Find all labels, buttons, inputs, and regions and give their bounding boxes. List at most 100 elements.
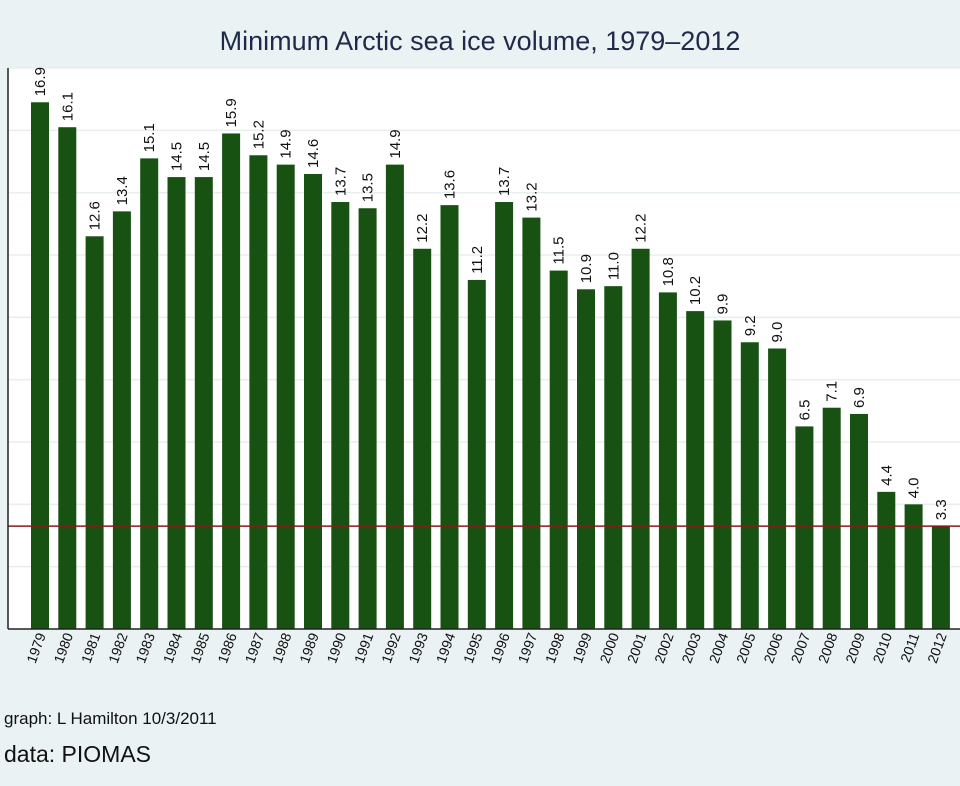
x-tick-label: 2003 xyxy=(678,630,704,665)
bar xyxy=(58,127,77,629)
bar xyxy=(795,426,814,629)
bar-value-label: 6.9 xyxy=(851,387,868,408)
bar-value-label: 11.2 xyxy=(469,246,486,274)
bar xyxy=(549,270,568,629)
bar-value-label: 4.0 xyxy=(906,477,923,498)
bar xyxy=(822,407,841,629)
bar-value-label: 10.8 xyxy=(660,257,677,286)
chart-title: Minimum Arctic sea ice volume, 1979–2012 xyxy=(219,26,741,56)
bar xyxy=(604,286,623,629)
x-tick-label: 2008 xyxy=(815,630,841,665)
x-tick-label: 1985 xyxy=(187,630,213,665)
x-tick-label: 2004 xyxy=(706,630,732,665)
x-tick-label: 1980 xyxy=(50,630,76,665)
bar-value-label: 14.5 xyxy=(169,142,186,171)
x-tick-label: 1981 xyxy=(78,630,104,665)
bar xyxy=(358,208,377,629)
bar xyxy=(249,155,268,629)
bar xyxy=(713,320,732,629)
bar-value-label: 12.2 xyxy=(633,214,650,243)
bar-value-label: 16.1 xyxy=(59,92,76,121)
bar-value-label: 7.1 xyxy=(824,381,841,402)
bar-value-label: 13.2 xyxy=(523,182,540,211)
bar xyxy=(385,164,404,629)
x-tick-label: 2012 xyxy=(924,630,950,665)
graph-credit: graph: L Hamilton 10/3/2011 xyxy=(4,709,217,728)
bar xyxy=(522,217,541,629)
bar-value-label: 13.7 xyxy=(496,167,513,196)
x-tick-label: 1991 xyxy=(351,630,377,665)
bar xyxy=(112,211,131,629)
bar-series xyxy=(31,102,950,630)
bar xyxy=(495,202,514,629)
bar xyxy=(140,158,159,629)
bar xyxy=(440,205,459,629)
x-tick-label: 1992 xyxy=(378,630,404,665)
x-tick-label: 1990 xyxy=(323,630,349,665)
x-tick-label: 1995 xyxy=(460,630,486,665)
x-tick-label: 2010 xyxy=(869,630,895,665)
bar-value-label: 15.1 xyxy=(141,123,158,152)
x-tick-label: 1993 xyxy=(405,630,431,665)
x-tick-label: 1982 xyxy=(105,630,131,665)
bar xyxy=(413,248,432,629)
bar xyxy=(904,504,923,629)
bar-value-label: 14.9 xyxy=(278,129,295,158)
x-tick-label: 1988 xyxy=(269,630,295,665)
bar xyxy=(850,413,868,629)
x-axis-tick-labels: 1979 1980 1981 1982 1983 1984 1985 1986 1987 1988… xyxy=(23,630,950,665)
bar xyxy=(31,102,49,630)
x-tick-label: 2011 xyxy=(897,630,922,664)
x-tick-label: 1984 xyxy=(160,630,186,665)
bar-value-label: 10.9 xyxy=(578,254,595,283)
bar-value-label: 6.5 xyxy=(796,400,813,421)
bar xyxy=(577,289,595,629)
bar-value-label: 12.6 xyxy=(87,201,104,230)
x-tick-label: 2007 xyxy=(788,630,814,665)
bar xyxy=(222,133,241,629)
bar-value-label: 10.2 xyxy=(687,276,704,305)
bar-value-label: 11.0 xyxy=(605,252,622,280)
bar-value-label: 9.0 xyxy=(769,322,786,343)
bar-value-label: 13.4 xyxy=(114,176,131,205)
bar xyxy=(167,177,186,630)
bar xyxy=(194,177,213,630)
bar xyxy=(85,236,104,630)
x-tick-label: 1998 xyxy=(542,630,568,665)
x-tick-label: 1983 xyxy=(132,630,158,665)
x-tick-label: 2006 xyxy=(760,630,786,665)
x-tick-label: 2001 xyxy=(624,630,650,665)
data-source: data: PIOMAS xyxy=(4,741,152,767)
bar-value-label: 15.9 xyxy=(223,98,240,127)
bar xyxy=(631,248,650,629)
bar xyxy=(686,311,705,629)
x-tick-label: 2002 xyxy=(651,630,677,665)
bar-value-label: 13.7 xyxy=(332,167,349,196)
bar-value-label: 12.2 xyxy=(414,214,431,243)
bar xyxy=(658,292,677,629)
bar-value-label: 9.2 xyxy=(742,315,759,336)
bar-value-label: 13.5 xyxy=(360,173,377,202)
bar-value-label: 16.9 xyxy=(32,67,49,96)
bar-value-label: 11.5 xyxy=(551,236,568,264)
x-tick-label: 1997 xyxy=(515,630,541,665)
bar xyxy=(331,202,350,629)
bar-value-label: 14.6 xyxy=(305,139,322,168)
x-tick-label: 1999 xyxy=(569,630,595,665)
x-tick-label: 1987 xyxy=(242,630,268,665)
bar-value-label: 13.6 xyxy=(442,170,459,199)
data-labels: 16.9 16.1 12.6 13.4 15.1 14.5 14.5 15.9 15.2 14.9… xyxy=(32,67,950,520)
bar xyxy=(467,279,486,629)
bar xyxy=(768,348,787,629)
bar xyxy=(740,342,759,629)
bar-value-label: 9.9 xyxy=(715,294,732,315)
x-tick-label: 1994 xyxy=(433,630,459,665)
bar xyxy=(304,173,322,629)
x-tick-label: 2000 xyxy=(596,630,622,665)
x-tick-label: 1996 xyxy=(487,630,513,665)
bar-value-label: 4.4 xyxy=(878,465,895,486)
x-tick-label: 1989 xyxy=(296,630,322,665)
x-tick-label: 1986 xyxy=(214,630,240,665)
bar-value-label: 15.2 xyxy=(250,120,267,149)
